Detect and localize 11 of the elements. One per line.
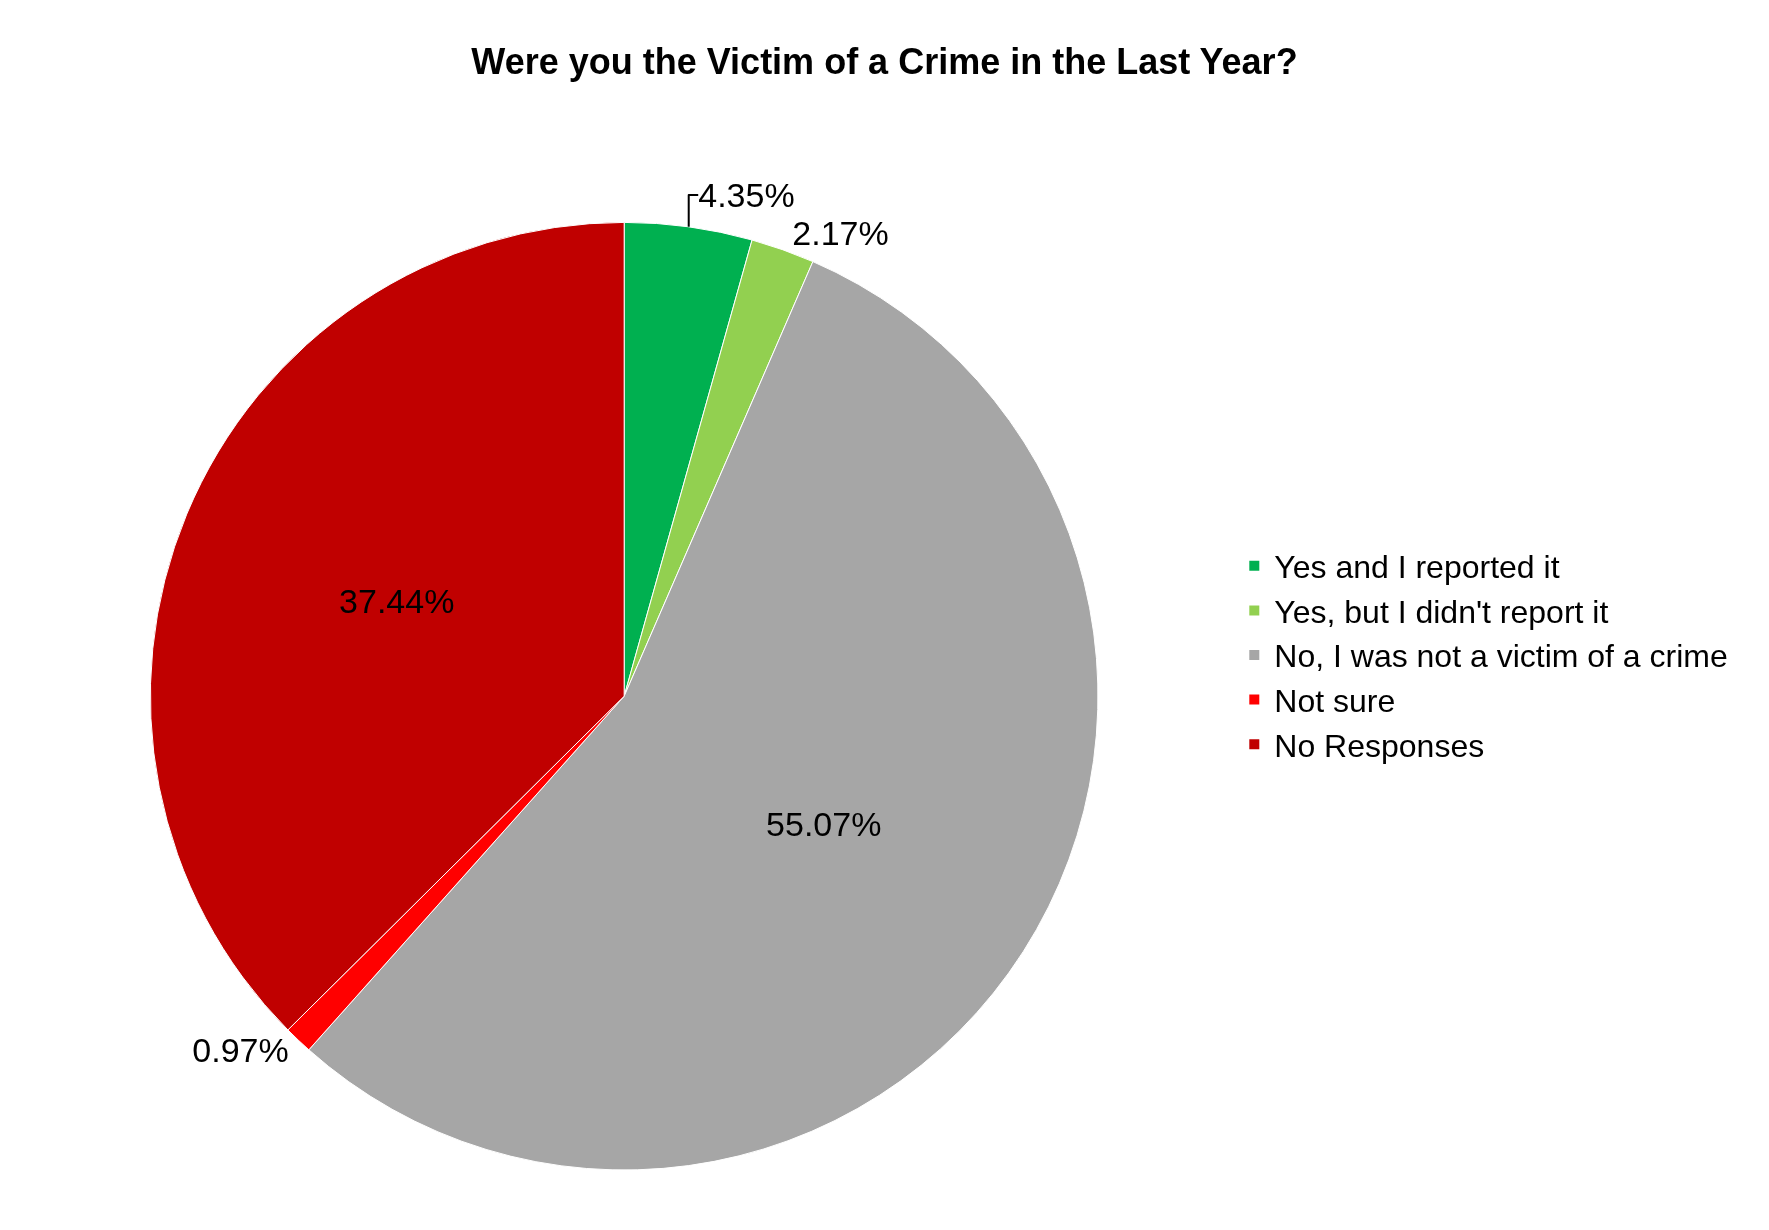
data-label: 0.97% [192, 1031, 289, 1070]
data-label: 4.35% [698, 175, 795, 214]
data-label: 55.07% [766, 804, 882, 843]
data-label: 37.44% [339, 582, 455, 621]
chart-title: Were you the Victim of a Crime in the Last Year? [471, 41, 1298, 83]
legend-label: Yes and I reported it [1274, 549, 1560, 586]
legend-label: No Responses [1274, 727, 1485, 764]
legend-label: Yes, but I didn't report it [1274, 593, 1609, 630]
legend-label: Not sure [1274, 683, 1396, 720]
legend-label: No, I was not a victim of a crime [1274, 638, 1728, 675]
data-label: 2.17% [792, 213, 889, 252]
